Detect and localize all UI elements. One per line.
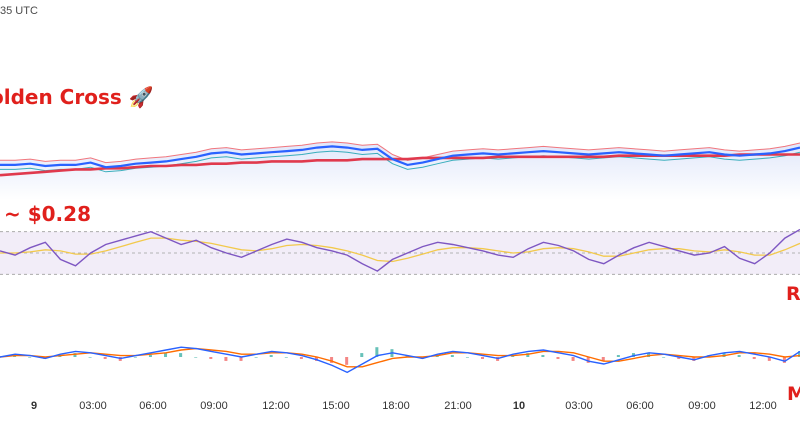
macd-histogram-bar <box>481 357 485 359</box>
x-tick-label: 9 <box>31 400 37 412</box>
macd-histogram-bar <box>330 357 334 363</box>
macd-histogram-bar <box>194 357 198 358</box>
macd-panel <box>0 346 800 374</box>
macd-histogram-bar <box>752 357 756 359</box>
macd-histogram-bar <box>28 357 32 358</box>
x-tick-label: 12:00 <box>749 400 777 412</box>
macd-histogram-bar <box>677 357 681 359</box>
macd-histogram-bar <box>737 355 741 357</box>
macd-histogram-bar <box>88 357 92 358</box>
macd-histogram-bar <box>164 353 168 357</box>
golden-cross-annotation: olden Cross 🚀 <box>0 85 154 109</box>
x-tick-label: 10 <box>513 400 525 412</box>
band-upper-line <box>0 141 800 164</box>
macd-histogram-bar <box>179 353 183 357</box>
price-annotation: ~ $0.28 <box>4 202 91 226</box>
rsi-line <box>0 228 800 272</box>
macd-histogram-bar <box>284 357 288 358</box>
x-tick-label: 15:00 <box>322 400 350 412</box>
macd-cut-label: M <box>787 383 800 405</box>
macd-histogram-bar <box>526 353 530 357</box>
x-tick-label: 03:00 <box>79 400 107 412</box>
macd-histogram-bar <box>767 357 771 361</box>
macd-histogram-bar <box>571 357 575 361</box>
x-tick-label: 21:00 <box>444 400 472 412</box>
price-line <box>0 145 800 169</box>
macd-histogram-bar <box>601 357 605 361</box>
macd-histogram-bar <box>450 355 454 357</box>
macd-histogram-bar <box>148 355 152 357</box>
timestamp-label: 35 UTC <box>0 5 38 17</box>
x-axis: 9 03:00 06:00 09:00 12:00 15:00 18:00 21:00 10 03… <box>31 400 777 412</box>
macd-histogram-bar <box>782 357 786 363</box>
macd-histogram-bar <box>375 347 379 357</box>
macd-histogram-bar <box>360 353 364 357</box>
x-tick-label: 06:00 <box>139 400 167 412</box>
macd-histogram-bar <box>73 353 77 357</box>
macd-histogram-bar <box>465 357 469 358</box>
macd-histogram-bar <box>586 357 590 363</box>
rsi-panel <box>0 228 800 275</box>
macd-histogram-bar <box>345 357 349 365</box>
macd-histogram-bar <box>541 355 545 357</box>
x-tick-label: 03:00 <box>565 400 593 412</box>
macd-histogram-bar <box>662 357 666 358</box>
macd-histogram-bar <box>299 357 303 359</box>
price-panel <box>0 141 800 200</box>
macd-histogram-bar <box>269 355 273 357</box>
x-tick-label: 18:00 <box>382 400 410 412</box>
macd-histogram-bar <box>254 357 258 358</box>
macd-histogram-bar <box>103 357 107 359</box>
macd-histogram-bar <box>239 357 243 361</box>
x-tick-label: 09:00 <box>200 400 228 412</box>
macd-histogram-bar <box>616 355 620 357</box>
x-tick-label: 06:00 <box>626 400 654 412</box>
macd-histogram-bar <box>692 357 696 361</box>
macd-histogram-bar <box>224 357 228 361</box>
macd-histogram-bar <box>556 357 560 359</box>
rsi-cut-label: R <box>786 283 800 305</box>
rsi-signal-line <box>0 237 800 263</box>
macd-line <box>0 346 800 374</box>
macd-histogram-bar <box>209 357 213 359</box>
x-tick-label: 12:00 <box>262 400 290 412</box>
macd-histogram-bar <box>133 357 137 358</box>
macd-histogram-bar <box>798 351 800 357</box>
x-tick-label: 09:00 <box>688 400 716 412</box>
